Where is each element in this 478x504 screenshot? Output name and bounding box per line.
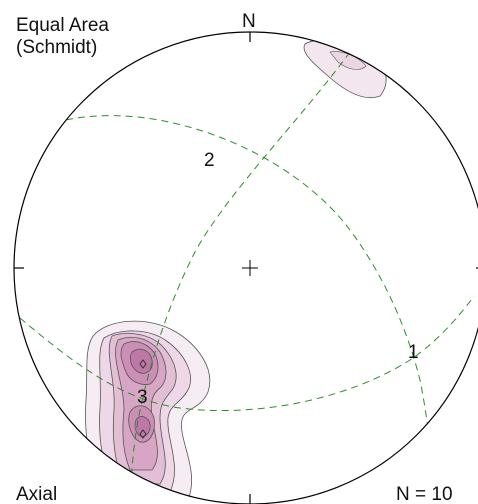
- north-label: N: [242, 11, 256, 32]
- great-circle-c: [19, 295, 475, 412]
- projection-line-1: Equal Area: [16, 15, 109, 36]
- contour-level-6: [130, 348, 153, 374]
- plane-label-1: 1: [408, 342, 419, 363]
- contour-level-6b: [134, 416, 151, 437]
- plane-label-2: 2: [204, 150, 215, 171]
- density-contours: [85, 39, 387, 501]
- contour-ne-inner: [329, 51, 367, 70]
- contour-max-1: [139, 359, 147, 369]
- projection-line-2: (Schmidt): [16, 37, 97, 58]
- count-label: N = 10: [396, 484, 453, 504]
- great-circle-a: [130, 51, 351, 504]
- contour-max-2: [139, 429, 147, 439]
- center-cross: [242, 260, 258, 276]
- data-type-label: Axial: [16, 484, 57, 504]
- plane-label-3: 3: [137, 387, 148, 408]
- contour-ne-rim: [303, 39, 387, 99]
- great-circle-b: [65, 115, 433, 471]
- great-circles: [19, 51, 475, 504]
